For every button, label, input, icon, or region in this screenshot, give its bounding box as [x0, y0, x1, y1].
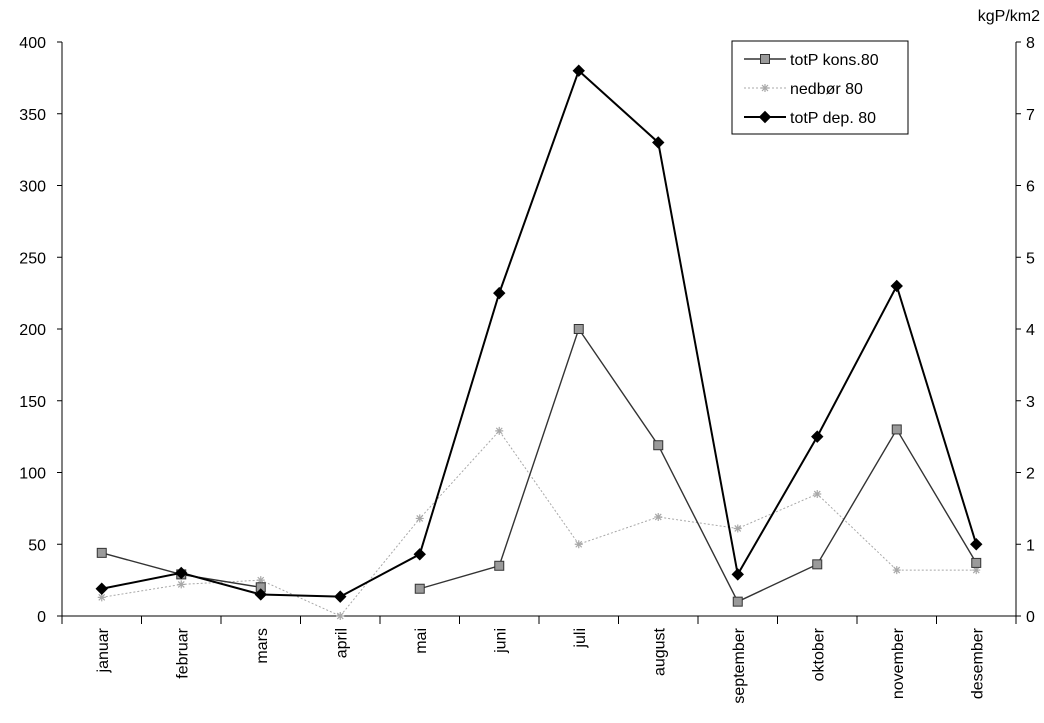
series-totp-kons-80: [96, 324, 982, 607]
data-point: [495, 426, 504, 435]
legend-item: nedbør 80: [744, 81, 863, 98]
data-point: [414, 583, 425, 594]
data-point: [175, 566, 188, 580]
y-right-tick-label: 7: [1026, 107, 1035, 124]
x-tick-label: juli: [572, 628, 589, 649]
y-left-tick-label: 400: [19, 35, 46, 52]
data-point: [653, 440, 664, 451]
series-layer: [95, 64, 983, 620]
y-right-tick-label: 3: [1026, 394, 1035, 411]
data-point: [413, 548, 426, 561]
data-point: [731, 568, 744, 581]
series-line: [419, 327, 977, 603]
data-point: [572, 64, 585, 77]
data-point: [95, 582, 108, 595]
data-point: [574, 540, 583, 549]
data-point: [971, 557, 982, 568]
legend-marker: [761, 84, 769, 92]
data-point: [654, 512, 663, 521]
data-point: [415, 514, 424, 523]
right-axis-unit-label: kgP/km2: [978, 8, 1040, 25]
legend-marker: [760, 54, 770, 64]
data-point: [970, 538, 983, 551]
data-point: [890, 279, 903, 293]
x-tick-label: november: [890, 627, 907, 699]
y-left-tick-label: 50: [28, 537, 46, 554]
data-point: [652, 136, 665, 149]
legend-item: totP dep. 80: [744, 110, 876, 127]
series-line: [101, 68, 978, 598]
data-point: [812, 559, 823, 570]
data-point: [811, 430, 824, 443]
x-tick-label: mai: [413, 628, 430, 654]
y-right-tick-label: 6: [1026, 179, 1035, 196]
y-right-tick-label: 8: [1026, 35, 1035, 52]
y-right-tick-label: 4: [1026, 322, 1035, 339]
legend-item: totP kons.80: [744, 52, 879, 69]
y-right-tick-label: 5: [1026, 250, 1035, 267]
x-tick-label: februar: [174, 627, 191, 678]
data-point: [254, 588, 267, 601]
series-line: [101, 430, 977, 617]
data-point: [733, 524, 742, 533]
x-tick-label: januar: [95, 627, 112, 673]
series-totp-dep-80: [95, 64, 983, 603]
legend-marker: [758, 110, 772, 124]
data-point: [813, 490, 822, 499]
data-point: [972, 566, 981, 575]
y-right-tick-label: 1: [1026, 537, 1035, 554]
data-point: [334, 590, 347, 603]
data-point: [96, 547, 107, 558]
axes: 0 50 100 150 200 250 300 350 400 0 1 2 3 4 5 6 7 8 januar f…: [19, 35, 1035, 704]
data-point: [732, 596, 743, 607]
x-tick-label: august: [651, 627, 668, 676]
data-point: [256, 576, 265, 585]
series-nedb-r-80: [97, 426, 981, 620]
x-tick-label: april: [333, 628, 350, 658]
legend-label: nedbør 80: [790, 81, 863, 98]
y-left-tick-label: 250: [19, 250, 46, 267]
y-left-tick-label: 0: [37, 609, 46, 626]
x-tick-label: desember: [969, 627, 986, 699]
data-point: [336, 612, 345, 620]
data-point: [97, 593, 106, 602]
y-left-tick-label: 300: [19, 179, 46, 196]
x-tick-label: juni: [492, 628, 509, 654]
y-left-tick-label: 350: [19, 107, 46, 124]
legend-items: totP kons.80 nedbør 80 totP dep. 80: [744, 52, 879, 127]
data-point: [177, 580, 186, 589]
y-right-tick-label: 2: [1026, 466, 1035, 483]
x-tick-label: mars: [254, 628, 271, 664]
data-point: [493, 286, 506, 300]
y-left-tick-label: 100: [19, 466, 46, 483]
data-point: [573, 324, 584, 334]
y-left-tick-label: 150: [19, 394, 46, 411]
data-point: [892, 566, 901, 575]
legend-label: totP kons.80: [790, 52, 879, 69]
y-right-tick-label: 0: [1026, 609, 1035, 626]
data-point: [494, 560, 505, 571]
data-point: [891, 424, 902, 435]
legend-label: totP dep. 80: [790, 110, 876, 127]
x-tick-label: september: [731, 627, 748, 703]
x-tick-label: oktober: [810, 627, 827, 681]
y-left-tick-label: 200: [19, 322, 46, 339]
legend: totP kons.80 nedbør 80 totP dep. 80: [731, 40, 909, 135]
